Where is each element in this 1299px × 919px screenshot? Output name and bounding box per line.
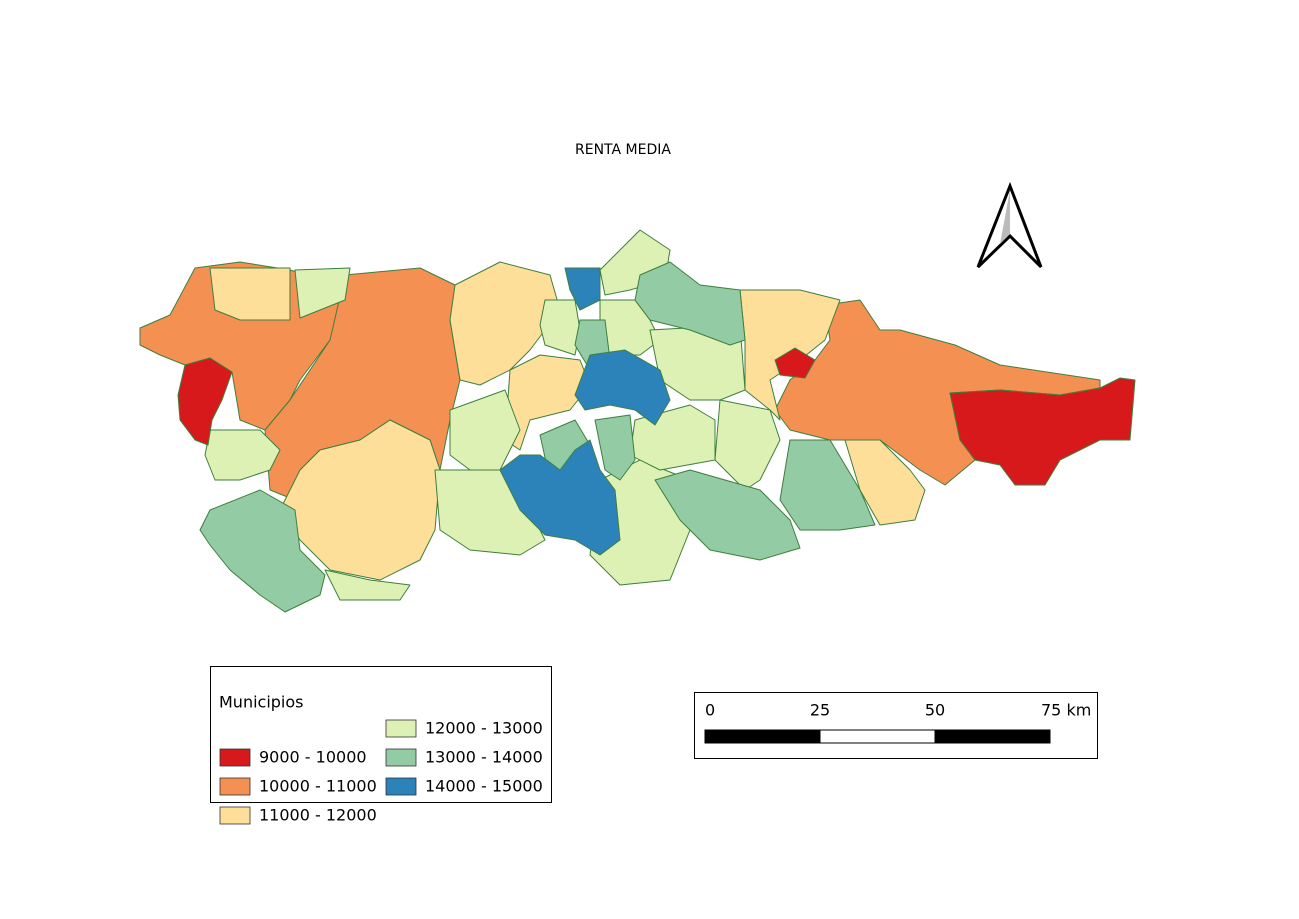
map-title: RENTA MEDIA bbox=[575, 142, 671, 158]
municipality bbox=[449, 389, 521, 471]
municipality bbox=[449, 261, 561, 386]
scale-label: 50 bbox=[925, 701, 945, 720]
map bbox=[139, 229, 1136, 613]
scale-label: 75 km bbox=[1041, 701, 1091, 720]
municipality bbox=[634, 261, 746, 346]
municipality bbox=[774, 347, 816, 379]
municipality bbox=[949, 377, 1136, 486]
municipality bbox=[499, 439, 621, 556]
municipality bbox=[539, 299, 581, 356]
scale-segment bbox=[819, 729, 936, 744]
legend-label: 12000 - 13000 bbox=[425, 719, 543, 738]
municipality bbox=[779, 439, 876, 531]
municipality bbox=[199, 489, 326, 613]
scale-bar: 0 25 50 75 km bbox=[704, 701, 1091, 744]
municipality bbox=[844, 439, 926, 526]
legend-box bbox=[210, 666, 552, 803]
legend-swatch bbox=[385, 719, 417, 738]
legend-swatch bbox=[219, 806, 251, 825]
municipality bbox=[594, 414, 636, 481]
legend-swatch bbox=[219, 777, 251, 796]
legend-label: 13000 - 14000 bbox=[425, 748, 543, 767]
legend: 9000 - 10000 10000 - 11000 11000 - 12000 12… bbox=[219, 719, 543, 825]
municipality bbox=[279, 419, 441, 581]
municipality bbox=[574, 349, 671, 426]
municipality bbox=[714, 399, 781, 491]
municipality bbox=[204, 429, 281, 481]
scale-segment bbox=[934, 729, 1051, 744]
scale-label: 0 bbox=[705, 701, 715, 720]
municipality bbox=[294, 267, 351, 319]
municipality bbox=[324, 569, 411, 601]
north-arrow bbox=[976, 181, 1043, 269]
legend-label: 14000 - 15000 bbox=[425, 777, 543, 796]
legend-label: 10000 - 11000 bbox=[259, 777, 377, 796]
scale-segment bbox=[704, 729, 821, 744]
municipality bbox=[177, 357, 233, 446]
legend-swatch bbox=[385, 777, 417, 796]
municipality bbox=[654, 469, 801, 561]
legend-label: 11000 - 12000 bbox=[259, 806, 377, 825]
legend-title: Municipios bbox=[219, 693, 304, 712]
scale-bar-box bbox=[694, 692, 1098, 759]
municipality bbox=[564, 267, 601, 311]
legend-swatch bbox=[219, 748, 251, 767]
municipality bbox=[209, 267, 291, 321]
legend-swatch bbox=[385, 748, 417, 767]
scale-label: 25 bbox=[810, 701, 830, 720]
municipality bbox=[139, 261, 346, 431]
legend-label: 9000 - 10000 bbox=[259, 748, 367, 767]
